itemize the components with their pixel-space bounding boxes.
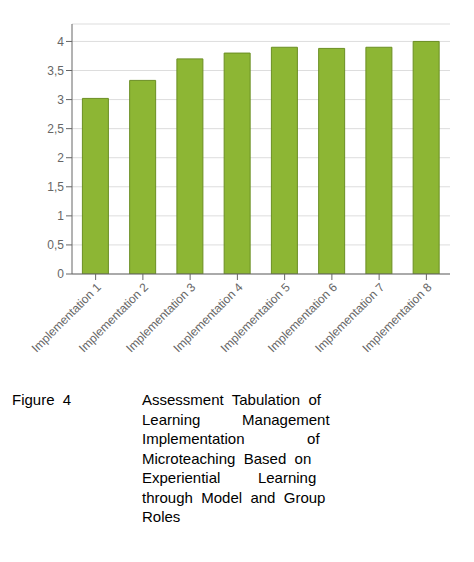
html-text:Experiential Learning: Experiential Learning [142, 469, 317, 486]
svg-text:Implementation 4: Implementation 4 [170, 280, 246, 356]
html-text:Assessment Tabulation of: Assessment Tabulation of [142, 391, 321, 408]
svg-text:1,5: 1,5 [47, 180, 64, 194]
svg-text:Implementation 2: Implementation 2 [76, 280, 151, 356]
svg-text:3,5: 3,5 [47, 64, 64, 78]
html-text:through Model and Group: through Model and Group [142, 488, 326, 506]
html-text:Figure 4: Figure 4 [12, 391, 72, 408]
svg-text:3: 3 [57, 93, 64, 107]
svg-text:Implementation 7: Implementation 7 [312, 280, 388, 356]
svg-text:4: 4 [57, 35, 64, 49]
svg-text:Implementation 6: Implementation 6 [265, 280, 340, 356]
svg-text:1: 1 [57, 209, 64, 223]
svg-text:Implementation 5: Implementation 5 [217, 280, 293, 356]
svg-text:2,5: 2,5 [47, 122, 64, 136]
svg-text:Implementation 8: Implementation 8 [360, 280, 435, 355]
svg-text:Implementation 1: Implementation 1 [28, 280, 104, 356]
html-text:Roles: Roles [142, 508, 181, 525]
svg-text:2: 2 [57, 151, 64, 165]
html-text:Microteaching Based on: Microteaching Based on [142, 449, 312, 467]
svg-text:0,5: 0,5 [47, 238, 64, 252]
html-text:Learning Management: Learning Management [142, 410, 330, 428]
svg-text:Implementation 3: Implementation 3 [123, 280, 199, 356]
svg-text:0: 0 [57, 267, 64, 281]
html-text:Implementation of: Implementation of [142, 430, 320, 447]
